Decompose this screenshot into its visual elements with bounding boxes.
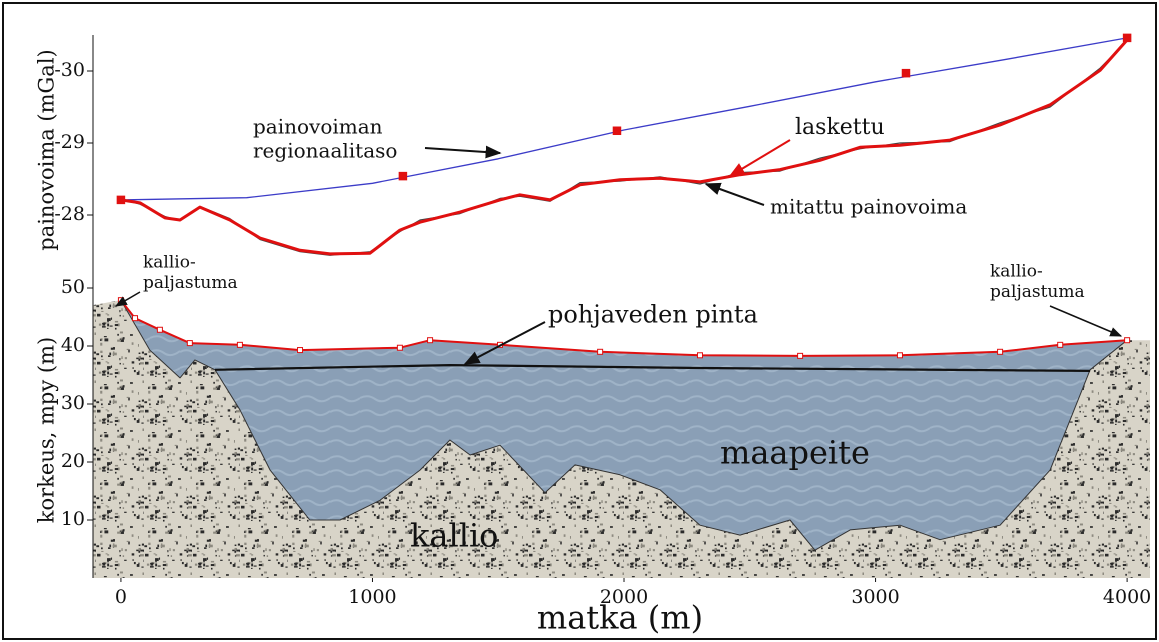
annotation: kallio- [143, 253, 196, 273]
y-axis-label: painovoima (mGal) [35, 49, 59, 251]
marker [697, 353, 702, 358]
annotation: kallio- [990, 262, 1043, 282]
annotation: paljastuma [990, 282, 1085, 302]
marker [1058, 342, 1063, 347]
marker [428, 338, 433, 343]
marker [897, 353, 902, 358]
marker [298, 348, 303, 353]
annotation: painovoiman [253, 115, 383, 139]
marker [117, 196, 124, 203]
marker [902, 70, 909, 77]
marker [798, 353, 803, 358]
y-tick-label: -30 [54, 59, 85, 81]
y-tick-label: 10 [61, 508, 85, 530]
marker [1124, 34, 1131, 41]
x-tick-label: 1000 [348, 586, 396, 608]
marker [998, 349, 1003, 354]
x-tick-label: 4000 [1103, 586, 1151, 608]
annotation: maapeite [720, 434, 870, 472]
y-tick-label: 40 [61, 334, 85, 356]
annotation: paljastuma [143, 273, 238, 293]
y-axis-label: korkeus, mpy (m) [35, 337, 59, 523]
annotation: kallio [410, 517, 498, 555]
series-label: pohjaveden pinta [548, 301, 758, 329]
annotation: regionaalitaso [253, 139, 397, 163]
x-tick-label: 3000 [851, 586, 899, 608]
x-axis-label: matka (m) [537, 599, 703, 637]
series-label: mitattu painovoima [770, 195, 967, 219]
marker [397, 345, 402, 350]
y-tick-label: -28 [54, 203, 85, 225]
figure: -28 -29 -30painovoima (mGal) mitattu painov… [0, 0, 1159, 642]
page: -28 -29 -30painovoima (mGal) mitattu painov… [0, 0, 1159, 642]
marker [157, 327, 162, 332]
marker [399, 173, 406, 180]
y-tick-label: 50 [61, 276, 85, 298]
series-label: laskettu [795, 115, 885, 140]
x-tick-label: 0 [115, 586, 127, 608]
marker [187, 341, 192, 346]
marker [1125, 338, 1130, 343]
y-tick-label: -29 [54, 131, 85, 153]
marker [133, 316, 138, 321]
y-tick-label: 20 [61, 450, 85, 472]
y-tick-label: 30 [61, 392, 85, 414]
marker [598, 349, 603, 354]
marker [613, 127, 620, 134]
marker [237, 342, 242, 347]
